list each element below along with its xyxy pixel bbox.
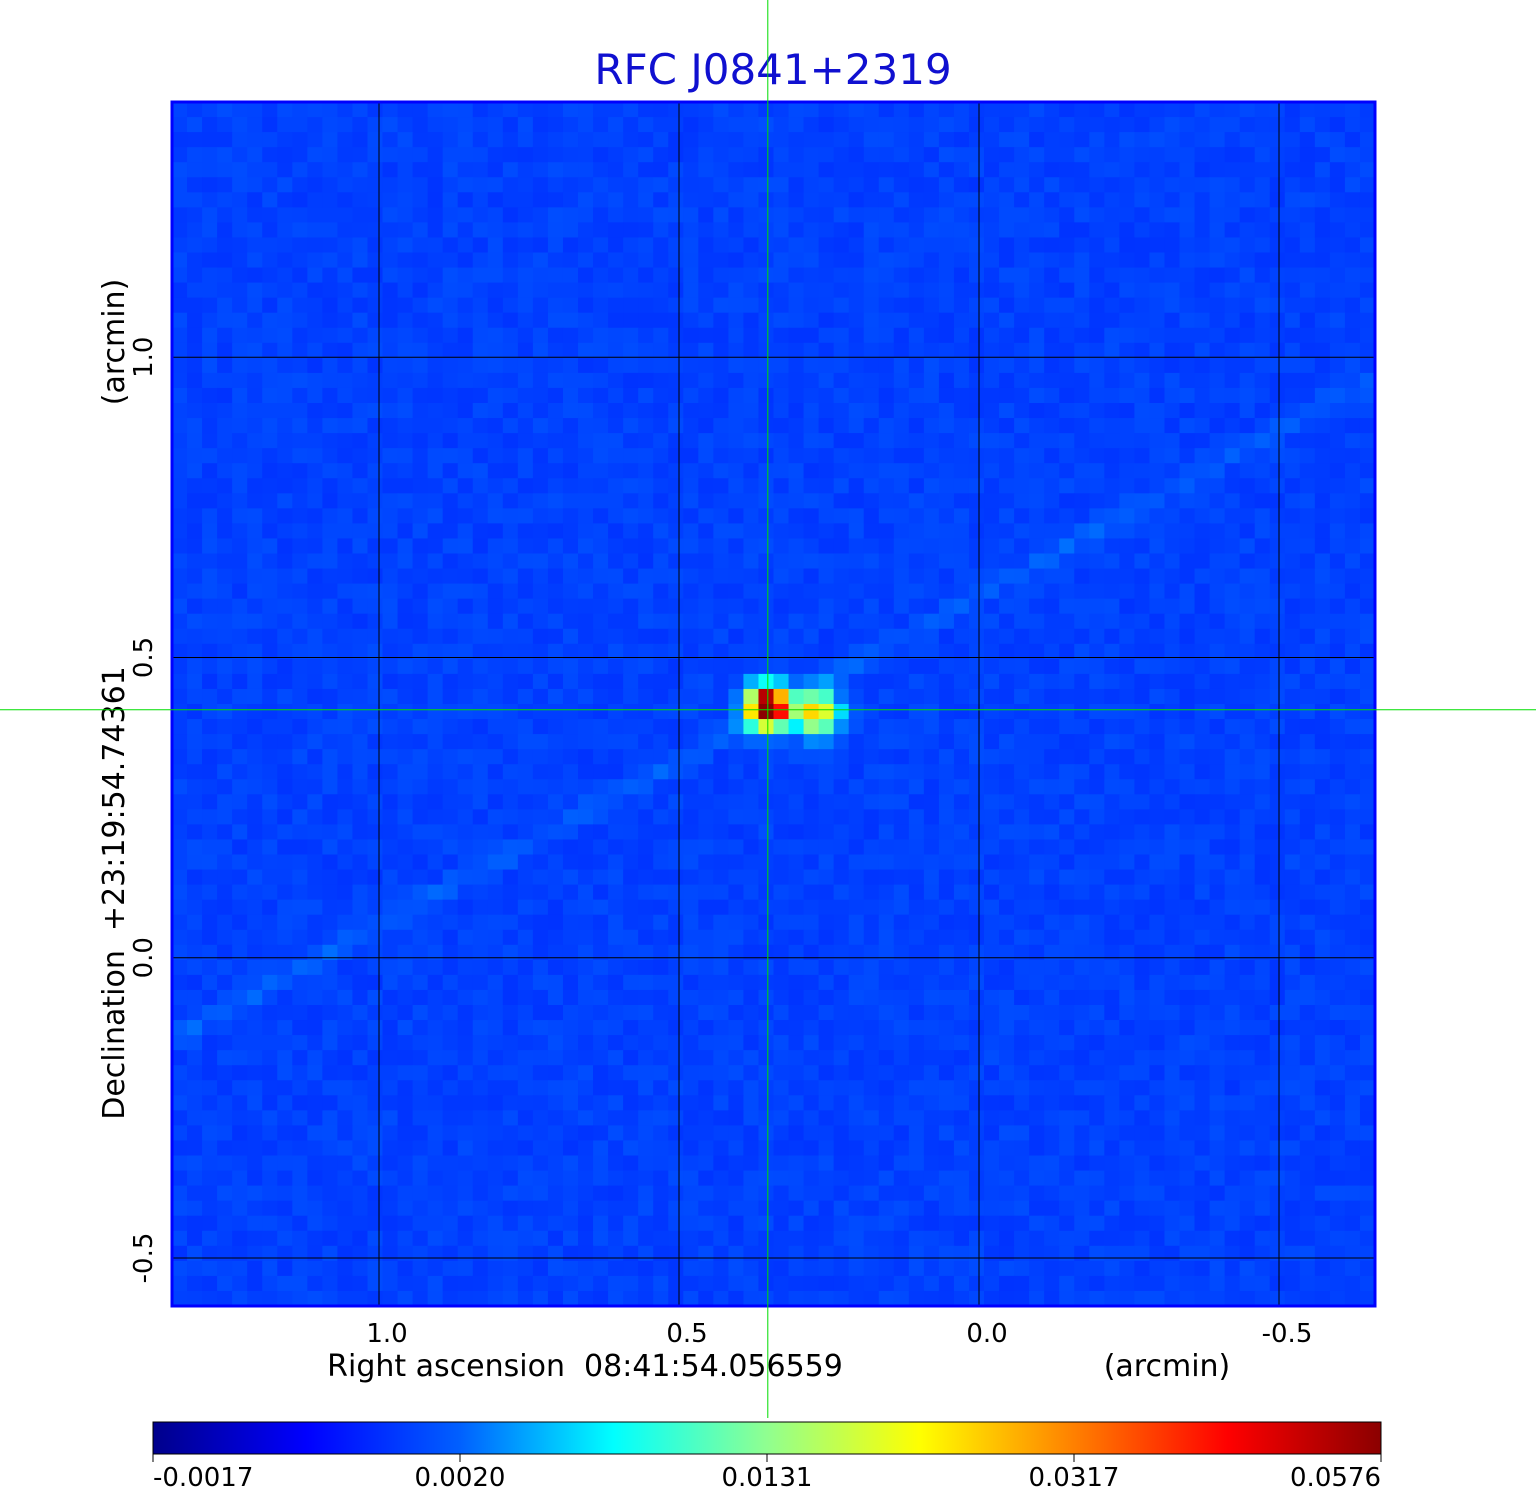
y-axis-label: Declination +23:19:54.74361	[97, 666, 132, 1120]
x-tick-label: 0.0	[966, 1319, 1007, 1349]
colorbar-tick-label: 0.0317	[1029, 1463, 1120, 1493]
colorbar-tick-label: 0.0020	[415, 1463, 506, 1493]
x-axis-unit: (arcmin)	[1104, 1349, 1231, 1384]
plot-frame	[170, 100, 1377, 1308]
y-tick-label: 0.5	[129, 637, 159, 678]
colorbar-tick-label: -0.0017	[153, 1463, 253, 1493]
x-tick-labels: 1.0 0.5 0.0 -0.5	[366, 1319, 1312, 1349]
x-tick-label: 0.5	[666, 1319, 707, 1349]
y-tick-label: 1.0	[129, 337, 159, 378]
heatmap-image	[172, 102, 1375, 1306]
crosshair	[0, 0, 1536, 1418]
colorbar	[152, 1421, 1382, 1455]
y-tick-label: 0.0	[129, 937, 159, 978]
grid-lines	[172, 102, 1375, 1306]
y-tick-labels: 1.0 0.5 0.0 -0.5	[129, 337, 159, 1284]
colorbar-tick-label: 0.0576	[1290, 1463, 1381, 1493]
colorbar-tick-labels: -0.0017 0.0020 0.0131 0.0317 0.0576	[152, 1454, 1382, 1493]
x-tick-label: 1.0	[366, 1319, 407, 1349]
y-tick-label: -0.5	[129, 1233, 159, 1284]
x-axis-label: Right ascension 08:41:54.056559	[327, 1349, 843, 1384]
x-tick-label: -0.5	[1262, 1319, 1313, 1349]
y-axis-unit: (arcmin)	[97, 279, 132, 406]
colorbar-tick-label: 0.0131	[722, 1463, 813, 1493]
chart-title: RFC J0841+2319	[594, 45, 951, 94]
